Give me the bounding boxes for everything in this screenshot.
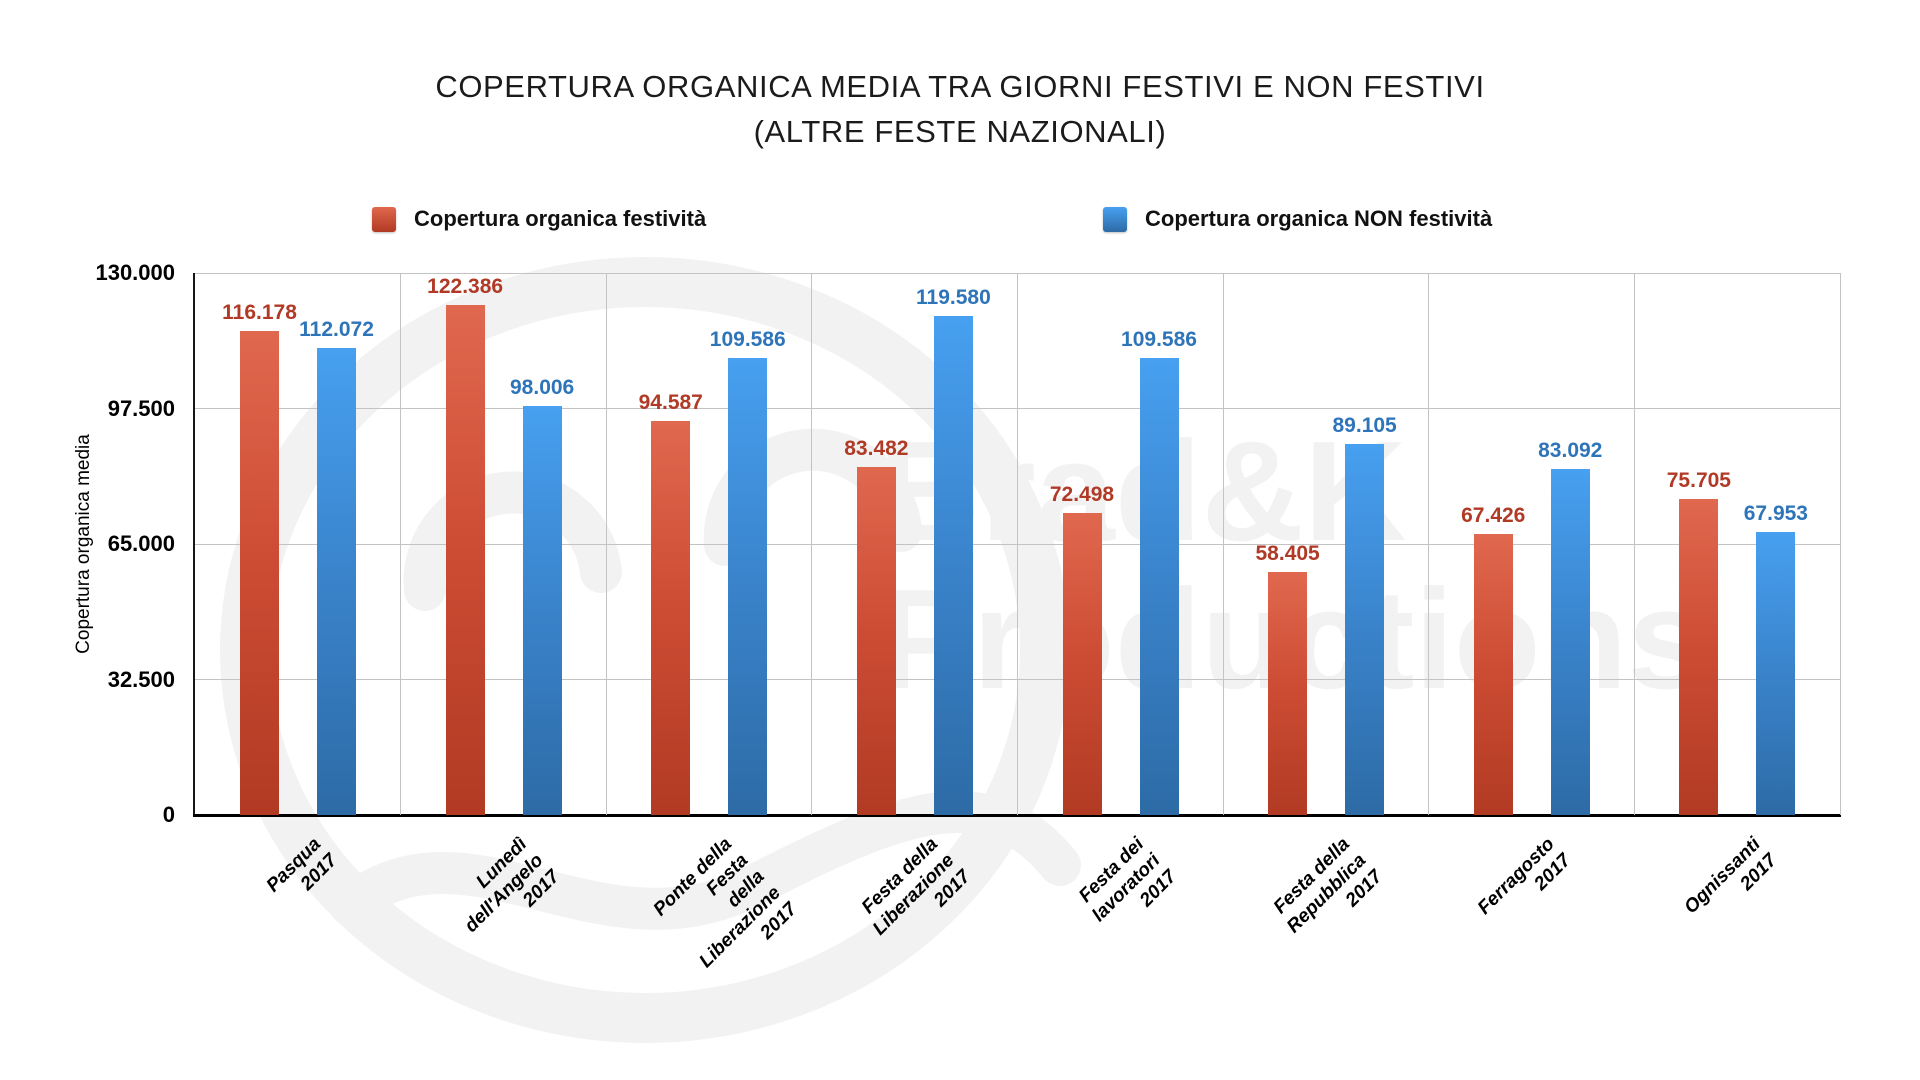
bar-non-festivita: [728, 358, 768, 815]
watermark-eye-left: [403, 471, 622, 611]
category-separator: [1633, 273, 1635, 815]
chart-title: COPERTURA ORGANICA MEDIA TRA GIORNI FEST…: [0, 64, 1920, 154]
y-axis-tick-label: 97.500: [107, 395, 175, 421]
bar-value-label: 109.586: [709, 328, 786, 352]
bar-value-label: 58.405: [1255, 541, 1320, 565]
category-separator: [1839, 273, 1841, 815]
bar-value-label: 109.586: [1121, 328, 1197, 352]
legend-item-festivita: Copertura organica festività: [372, 205, 706, 233]
x-axis-line: [193, 814, 1841, 817]
bar-festivita: [856, 466, 896, 815]
bar-festivita: [445, 304, 485, 815]
bar-value-label: 67.426: [1461, 503, 1526, 527]
plot-area: 116.178 112.072 122.386 98.006 94.587 109.586…: [193, 272, 1841, 817]
bar-value-label: 122.386: [427, 274, 504, 298]
bar-non-festivita: [1756, 531, 1796, 815]
y-axis-tick-label: 130.000: [95, 260, 175, 285]
category-separator: [1428, 273, 1430, 815]
bar-non-festivita: [933, 316, 973, 815]
bar-non-festivita: [1550, 468, 1590, 815]
legend-item-non-festivita: Copertura organica NON festività: [1103, 205, 1492, 233]
bar-non-festivita: [1345, 443, 1385, 815]
bar-value-label: 116.178: [222, 300, 297, 324]
category-separator: [811, 273, 813, 815]
bar-value-label: 89.105: [1332, 413, 1397, 437]
chart-title-line1: COPERTURA ORGANICA MEDIA TRA GIORNI FEST…: [435, 69, 1485, 104]
category-separator: [605, 273, 607, 815]
bar-non-festivita: [522, 406, 562, 815]
y-axis-tick-label: 32.500: [107, 666, 175, 692]
bar-value-label: 119.580: [915, 286, 991, 310]
legend-label-non-festivita: Copertura organica NON festività: [1145, 206, 1493, 231]
bar-festivita: [651, 420, 691, 815]
category-separator: [1017, 273, 1018, 815]
y-axis-tick-label: 65.000: [107, 531, 175, 556]
watermark-mouth: [329, 791, 1081, 930]
bar-value-label: 72.498: [1049, 482, 1115, 506]
category-separator: [1222, 273, 1224, 815]
bar-non-festivita: [1139, 358, 1179, 815]
legend-swatch-blue-icon: [1103, 206, 1127, 232]
bar-value-label: 67.953: [1743, 501, 1808, 525]
y-axis-tick-label: 0: [162, 802, 175, 827]
chart-title-line2: (ALTRE FESTE NAZIONALI): [753, 114, 1167, 149]
bar-value-label: 83.092: [1538, 438, 1603, 462]
bar-value-label: 112.072: [299, 317, 374, 341]
y-axis-line: [193, 273, 195, 815]
bar-value-label: 83.482: [844, 436, 909, 460]
legend-label-festivita: Copertura organica festività: [414, 206, 707, 231]
bar-festivita: [1473, 533, 1513, 815]
bar-value-label: 98.006: [510, 376, 575, 400]
bar-festivita: [240, 330, 279, 815]
bar-value-label: 94.587: [638, 390, 703, 414]
category-separator: [400, 273, 402, 815]
bar-non-festivita: [317, 347, 356, 815]
bar-festivita: [1679, 499, 1719, 815]
bar-festivita: [1268, 571, 1308, 815]
bar-value-label: 75.705: [1666, 469, 1731, 493]
legend-swatch-red-icon: [372, 206, 396, 232]
bar-festivita: [1062, 512, 1102, 815]
